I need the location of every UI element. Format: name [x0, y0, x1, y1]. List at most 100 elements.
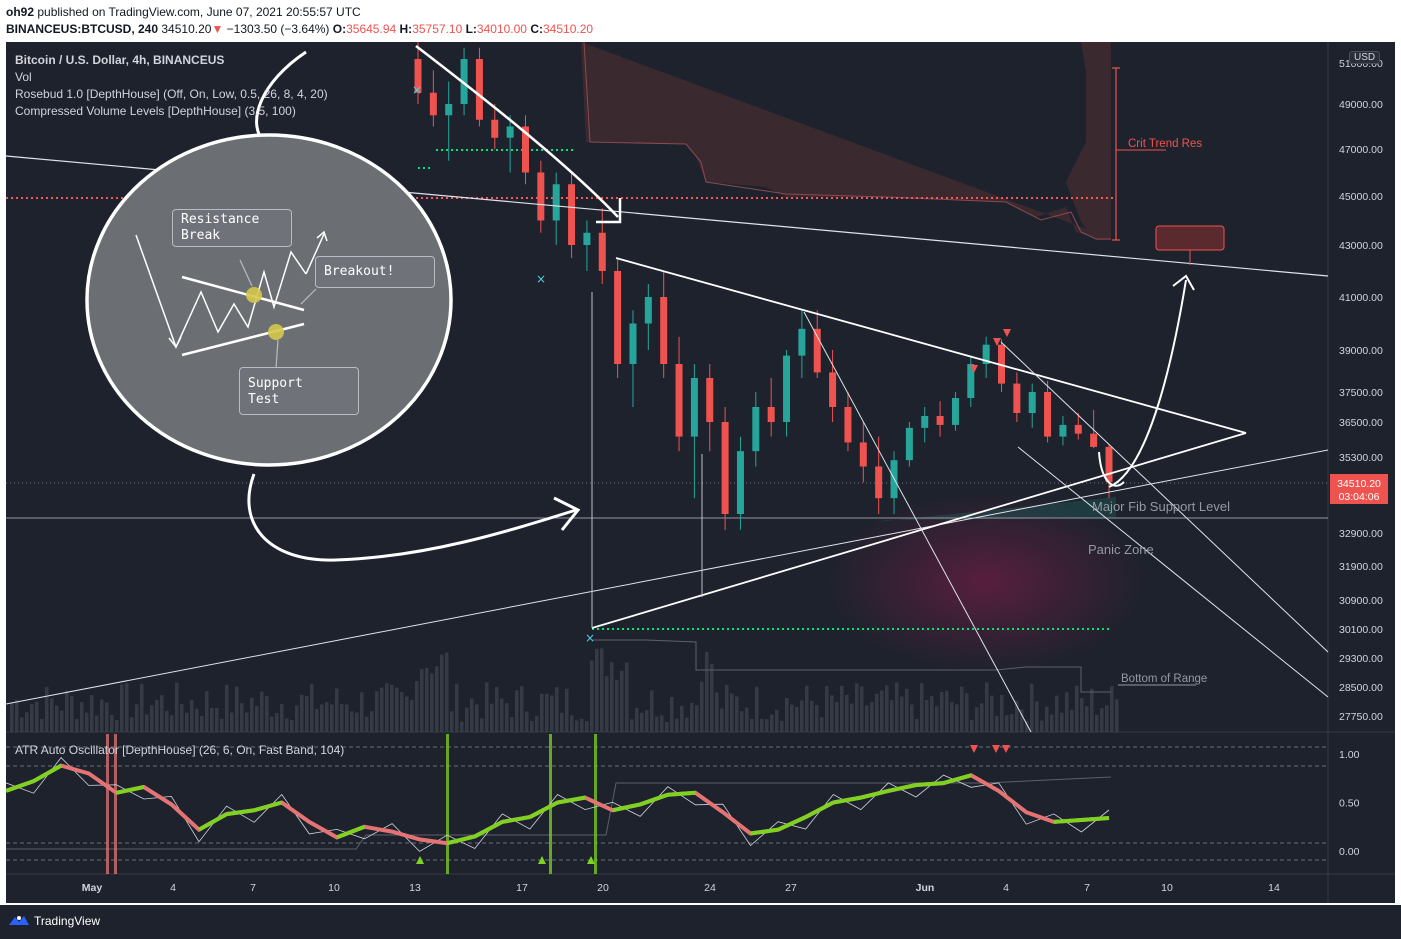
- channel-lower-line[interactable]: [1017, 446, 1329, 698]
- candle-body[interactable]: [475, 59, 483, 120]
- publish-info: oh92 published on TradingView.com, June …: [6, 5, 361, 19]
- legend-vol[interactable]: Vol: [15, 70, 32, 84]
- candle-body[interactable]: [629, 323, 637, 365]
- candle-body[interactable]: [506, 126, 514, 138]
- candle-body[interactable]: [537, 172, 545, 221]
- rising-support-line[interactable]: [6, 449, 1329, 705]
- candle-body[interactable]: [783, 355, 791, 422]
- volume-bar: [410, 699, 414, 732]
- candle-body[interactable]: [721, 422, 729, 514]
- high-value: 35757.10: [412, 22, 463, 36]
- candle-body[interactable]: [1105, 446, 1113, 483]
- candle-body[interactable]: [521, 126, 529, 173]
- candle-body[interactable]: [844, 407, 852, 443]
- footer-bar: TradingView: [0, 905, 1401, 939]
- projection-arrow-path: [1108, 279, 1187, 488]
- candle-body[interactable]: [875, 466, 883, 499]
- candle-body[interactable]: [460, 59, 468, 104]
- candle-body[interactable]: [813, 328, 821, 373]
- candle-body[interactable]: [829, 372, 837, 407]
- candle-body[interactable]: [598, 232, 606, 271]
- volume-bar: [775, 709, 779, 732]
- candle-body[interactable]: [905, 427, 913, 461]
- legend-rosebud[interactable]: Rosebud 1.0 [DepthHouse] (Off, On, Low, …: [15, 87, 328, 101]
- triangle-upper-line[interactable]: [615, 257, 1247, 434]
- brand-name[interactable]: TradingView: [34, 914, 101, 928]
- time-axis[interactable]: May 4 7 10 13 17 20 24 27 Jun 4 7 10 14: [82, 882, 1280, 894]
- candle-body[interactable]: [445, 104, 453, 116]
- breakout-bubble: Breakout!: [315, 256, 435, 288]
- candle-body[interactable]: [736, 451, 744, 514]
- candle-body[interactable]: [552, 184, 560, 221]
- currency-badge[interactable]: USD: [1349, 51, 1381, 64]
- triangle-lower-line[interactable]: [591, 432, 1247, 629]
- candle-body[interactable]: [921, 416, 929, 428]
- candle-body[interactable]: [614, 271, 622, 364]
- steep-down-line[interactable]: [803, 311, 1032, 733]
- legend-title[interactable]: Bitcoin / U.S. Dollar, 4h, BINANCEUS: [15, 53, 225, 67]
- legend-volume-levels[interactable]: Compressed Volume Levels [DepthHouse] (3…: [15, 104, 296, 118]
- candle-body[interactable]: [429, 92, 437, 116]
- candle-body[interactable]: [1059, 424, 1067, 437]
- channel-upper-line[interactable]: [1000, 341, 1329, 653]
- candle-body[interactable]: [675, 364, 683, 437]
- price-axis[interactable]: 49000.00 47000.00 45000.00 43000.00 41000.00…: [1339, 58, 1383, 723]
- volume-bar: [475, 704, 479, 732]
- volume-bar: [520, 686, 524, 732]
- candle-body[interactable]: [583, 232, 591, 245]
- low-label: L:: [465, 22, 477, 36]
- tradingview-logo-icon[interactable]: [8, 912, 30, 930]
- candle-body[interactable]: [568, 184, 576, 245]
- volume-bar: [485, 682, 489, 732]
- candle-body[interactable]: [1044, 392, 1052, 437]
- chart-area[interactable]: Crit Trend Res Major Fib Support Level P…: [6, 42, 1395, 903]
- oscillator-pane[interactable]: 1.00 0.50 0.00: [6, 734, 1360, 874]
- candle-body[interactable]: [798, 328, 806, 356]
- candle-body[interactable]: [951, 398, 959, 425]
- candles[interactable]: [414, 42, 1113, 530]
- candle-body[interactable]: [767, 407, 775, 422]
- volume-bar: [600, 648, 604, 732]
- ohlc-line: BINANCEUS:BTCUSD, 240 34510.20▼ −1303.50…: [6, 22, 593, 36]
- author[interactable]: oh92: [6, 5, 35, 19]
- candle-body[interactable]: [690, 378, 698, 437]
- price-tick-label: 47000.00: [1339, 144, 1383, 156]
- volume-bar: [580, 718, 584, 732]
- candle-body[interactable]: [1074, 424, 1082, 434]
- candle-body[interactable]: [706, 378, 714, 422]
- volume-bar: [725, 684, 729, 732]
- volume-bar: [615, 679, 619, 732]
- volume-bar: [945, 690, 949, 732]
- volume-bar: [1070, 709, 1074, 732]
- volume-bar: [15, 699, 19, 732]
- volume-bar: [1025, 721, 1029, 732]
- candle-body[interactable]: [491, 119, 499, 138]
- price-tick-label: 41000.00: [1339, 292, 1383, 304]
- candle-body[interactable]: [998, 344, 1006, 384]
- volume-bar: [405, 696, 409, 732]
- osc-rising-segment: [750, 827, 779, 836]
- candle-body[interactable]: [859, 442, 867, 467]
- candle-body[interactable]: [936, 416, 944, 425]
- osc-rising-segment: [253, 800, 283, 813]
- candle-body[interactable]: [644, 297, 652, 324]
- volume-bar: [525, 711, 529, 732]
- resistance-break-line2: Break: [181, 228, 221, 243]
- volume-bar: [970, 719, 974, 732]
- resistance-break-bubble: Resistance Break: [172, 209, 292, 247]
- candle-body[interactable]: [660, 297, 668, 364]
- candle-body[interactable]: [982, 344, 990, 364]
- legend-oscillator[interactable]: ATR Auto Oscillator [DepthHouse] (26, 6,…: [15, 743, 345, 757]
- concept-breakout-arrow: [305, 233, 325, 275]
- candle-body[interactable]: [414, 59, 422, 93]
- candle-body[interactable]: [752, 407, 760, 452]
- volume-bar: [1080, 698, 1084, 732]
- candle-body[interactable]: [967, 364, 975, 398]
- chart-svg[interactable]: Crit Trend Res Major Fib Support Level P…: [6, 42, 1395, 903]
- candle-body[interactable]: [1090, 433, 1098, 447]
- volume-bar: [465, 707, 469, 732]
- target-box[interactable]: [1155, 225, 1225, 251]
- candle-body[interactable]: [1013, 383, 1021, 413]
- candle-body[interactable]: [1028, 392, 1036, 413]
- volume-bar: [285, 718, 289, 732]
